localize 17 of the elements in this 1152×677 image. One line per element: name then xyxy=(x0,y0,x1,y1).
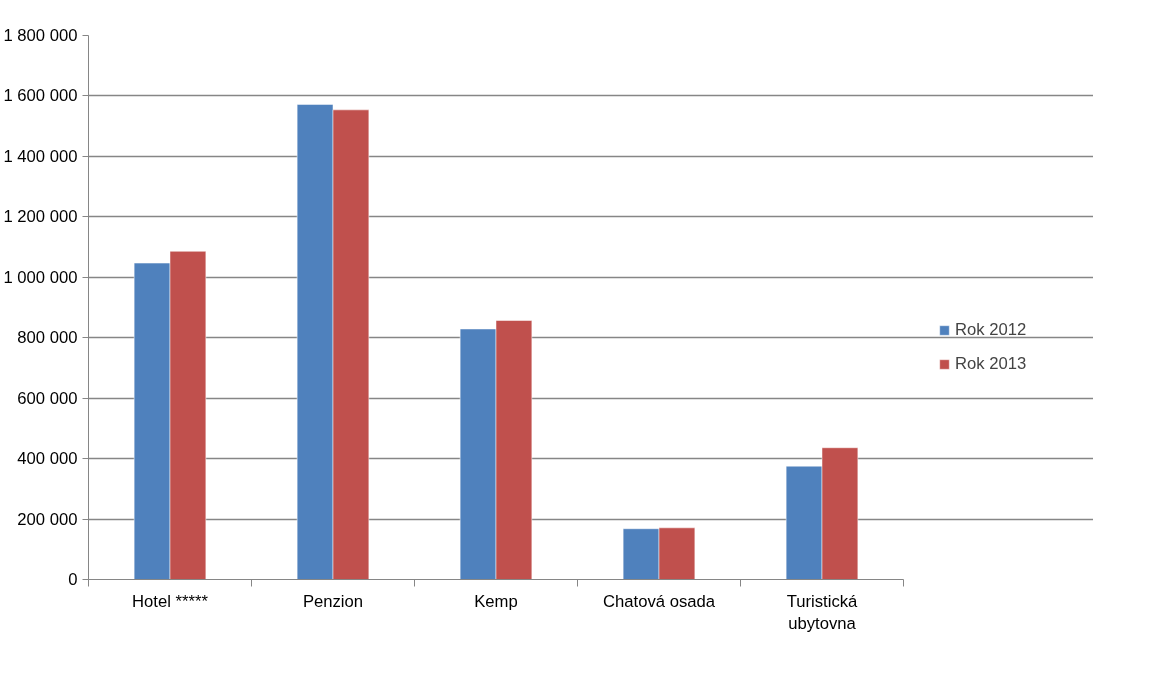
legend-label: Rok 2012 xyxy=(955,320,1027,340)
y-tick-label: 400 000 xyxy=(17,449,78,469)
y-tick-label: 1 200 000 xyxy=(3,207,78,227)
x-tick-label: Hotel ***** xyxy=(132,591,209,611)
x-tick-label: Turistická ubytovna xyxy=(786,591,859,634)
x-tick-label: Kemp xyxy=(474,591,518,611)
y-tick-label: 600 000 xyxy=(17,388,78,408)
y-tick-label: 200 000 xyxy=(17,509,78,529)
legend-label: Rok 2013 xyxy=(955,354,1027,374)
y-tick-label: 800 000 xyxy=(17,328,78,348)
x-tick-label: Chatová osada xyxy=(602,591,716,611)
y-tick-label: 0 xyxy=(68,570,78,589)
y-tick-label: 1 800 000 xyxy=(3,26,78,45)
y-tick-label: 1 600 000 xyxy=(3,86,78,106)
x-tick-label: Penzion xyxy=(302,591,364,611)
y-tick-label: 1 000 000 xyxy=(3,267,78,287)
y-tick-label: 1 400 000 xyxy=(3,146,78,166)
